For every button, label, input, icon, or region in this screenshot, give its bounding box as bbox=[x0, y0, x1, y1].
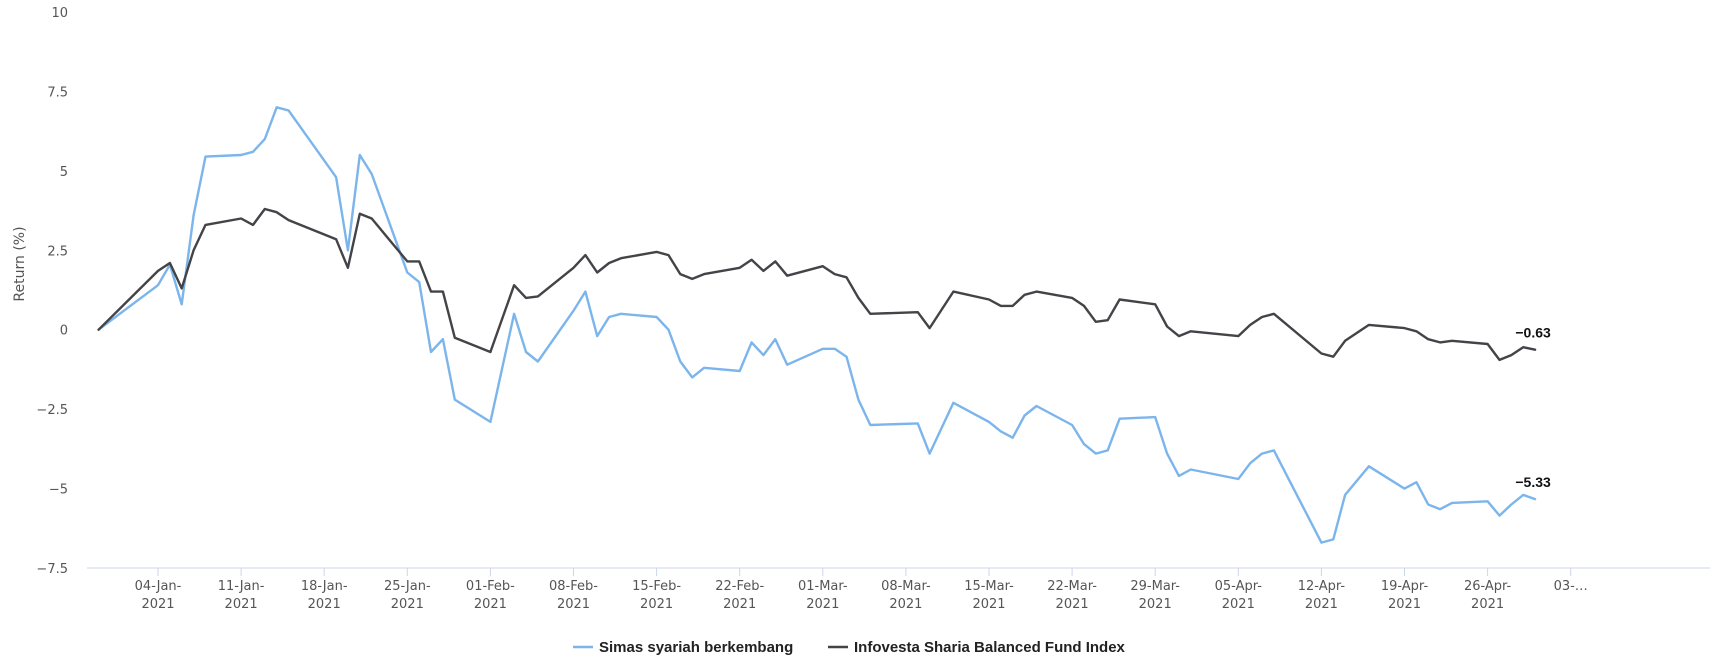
x-tick-label-year: 2021 bbox=[889, 597, 922, 612]
x-tick-label: 22-Mar- bbox=[1047, 579, 1097, 594]
x-tick-label: 29-Mar- bbox=[1130, 579, 1180, 594]
x-tick-label-year: 2021 bbox=[308, 597, 341, 612]
x-tick-label-year: 2021 bbox=[1305, 597, 1338, 612]
x-tick-label-year: 2021 bbox=[1471, 597, 1504, 612]
x-tick-label: 08-Mar- bbox=[881, 579, 931, 594]
x-tick-label: 22-Feb- bbox=[715, 579, 764, 594]
legend-item-label: Simas syariah berkembang bbox=[599, 639, 793, 656]
x-tick-label-year: 2021 bbox=[557, 597, 590, 612]
x-tick-label: 05-Apr- bbox=[1215, 579, 1263, 594]
y-tick-label: −7.5 bbox=[36, 562, 68, 577]
x-tick-label-year: 2021 bbox=[640, 597, 673, 612]
end-value-label: −5.33 bbox=[1515, 474, 1551, 490]
x-tick-label: 08-Feb- bbox=[549, 579, 598, 594]
x-tick-label: 01-Feb- bbox=[466, 579, 515, 594]
x-tick-label-year: 2021 bbox=[225, 597, 258, 612]
x-tick-label: 19-Apr- bbox=[1381, 579, 1429, 594]
x-tick-label: 15-Mar- bbox=[964, 579, 1014, 594]
x-tick-label-year: 2021 bbox=[972, 597, 1005, 612]
y-tick-label: −5 bbox=[49, 483, 68, 498]
y-tick-label: −2.5 bbox=[36, 403, 68, 418]
series-layer bbox=[97, 106, 1537, 544]
x-tick-label: 25-Jan- bbox=[384, 579, 431, 594]
x-tick-label-year: 2021 bbox=[1222, 597, 1255, 612]
x-tick-label: 04-Jan- bbox=[135, 579, 182, 594]
x-tick-label: 12-Apr- bbox=[1298, 579, 1346, 594]
x-tick-label: 18-Jan- bbox=[301, 579, 348, 594]
y-tick-label: 7.5 bbox=[47, 85, 68, 100]
x-axis-ticks: 04-Jan- 2021 11-Jan- 2021 18-Jan- 2021 25-Jan-… bbox=[135, 568, 1588, 612]
end-value-label: −0.63 bbox=[1515, 325, 1551, 341]
x-tick-label: 11-Jan- bbox=[218, 579, 265, 594]
y-tick-label: 0 bbox=[60, 324, 68, 339]
y-axis-ticks: 10 7.5 5 2.5 0 −2.5 −5 −7.5 bbox=[36, 6, 68, 577]
x-tick-label-year: 2021 bbox=[806, 597, 839, 612]
x-tick-label: 15-Feb- bbox=[632, 579, 681, 594]
x-tick-label-year: 2021 bbox=[1388, 597, 1421, 612]
x-tick-label-year: 2021 bbox=[1139, 597, 1172, 612]
series-line-infovesta-sharia-index bbox=[97, 207, 1537, 362]
x-tick-label-year: 2021 bbox=[474, 597, 507, 612]
legend: Simas syariah berkembang Infovesta Sharia… bbox=[573, 639, 1126, 656]
x-tick-label: 01-Mar- bbox=[798, 579, 848, 594]
y-tick-label: 5 bbox=[60, 165, 68, 180]
end-labels: −5.33 −0.63 bbox=[1515, 325, 1551, 490]
y-axis-title: Return (%) bbox=[12, 226, 28, 301]
y-tick-label: 10 bbox=[51, 6, 68, 21]
x-tick-label-year: 2021 bbox=[141, 597, 174, 612]
y-tick-label: 2.5 bbox=[47, 244, 68, 259]
x-tick-label-year: 2021 bbox=[723, 597, 756, 612]
x-tick-label: 03-… bbox=[1554, 579, 1588, 594]
series-line-simas-syariah-berkembang bbox=[97, 106, 1537, 544]
x-tick-label: 26-Apr- bbox=[1464, 579, 1512, 594]
x-tick-label-year: 2021 bbox=[391, 597, 424, 612]
legend-item-label: Infovesta Sharia Balanced Fund Index bbox=[854, 639, 1126, 656]
x-tick-label-year: 2021 bbox=[1056, 597, 1089, 612]
